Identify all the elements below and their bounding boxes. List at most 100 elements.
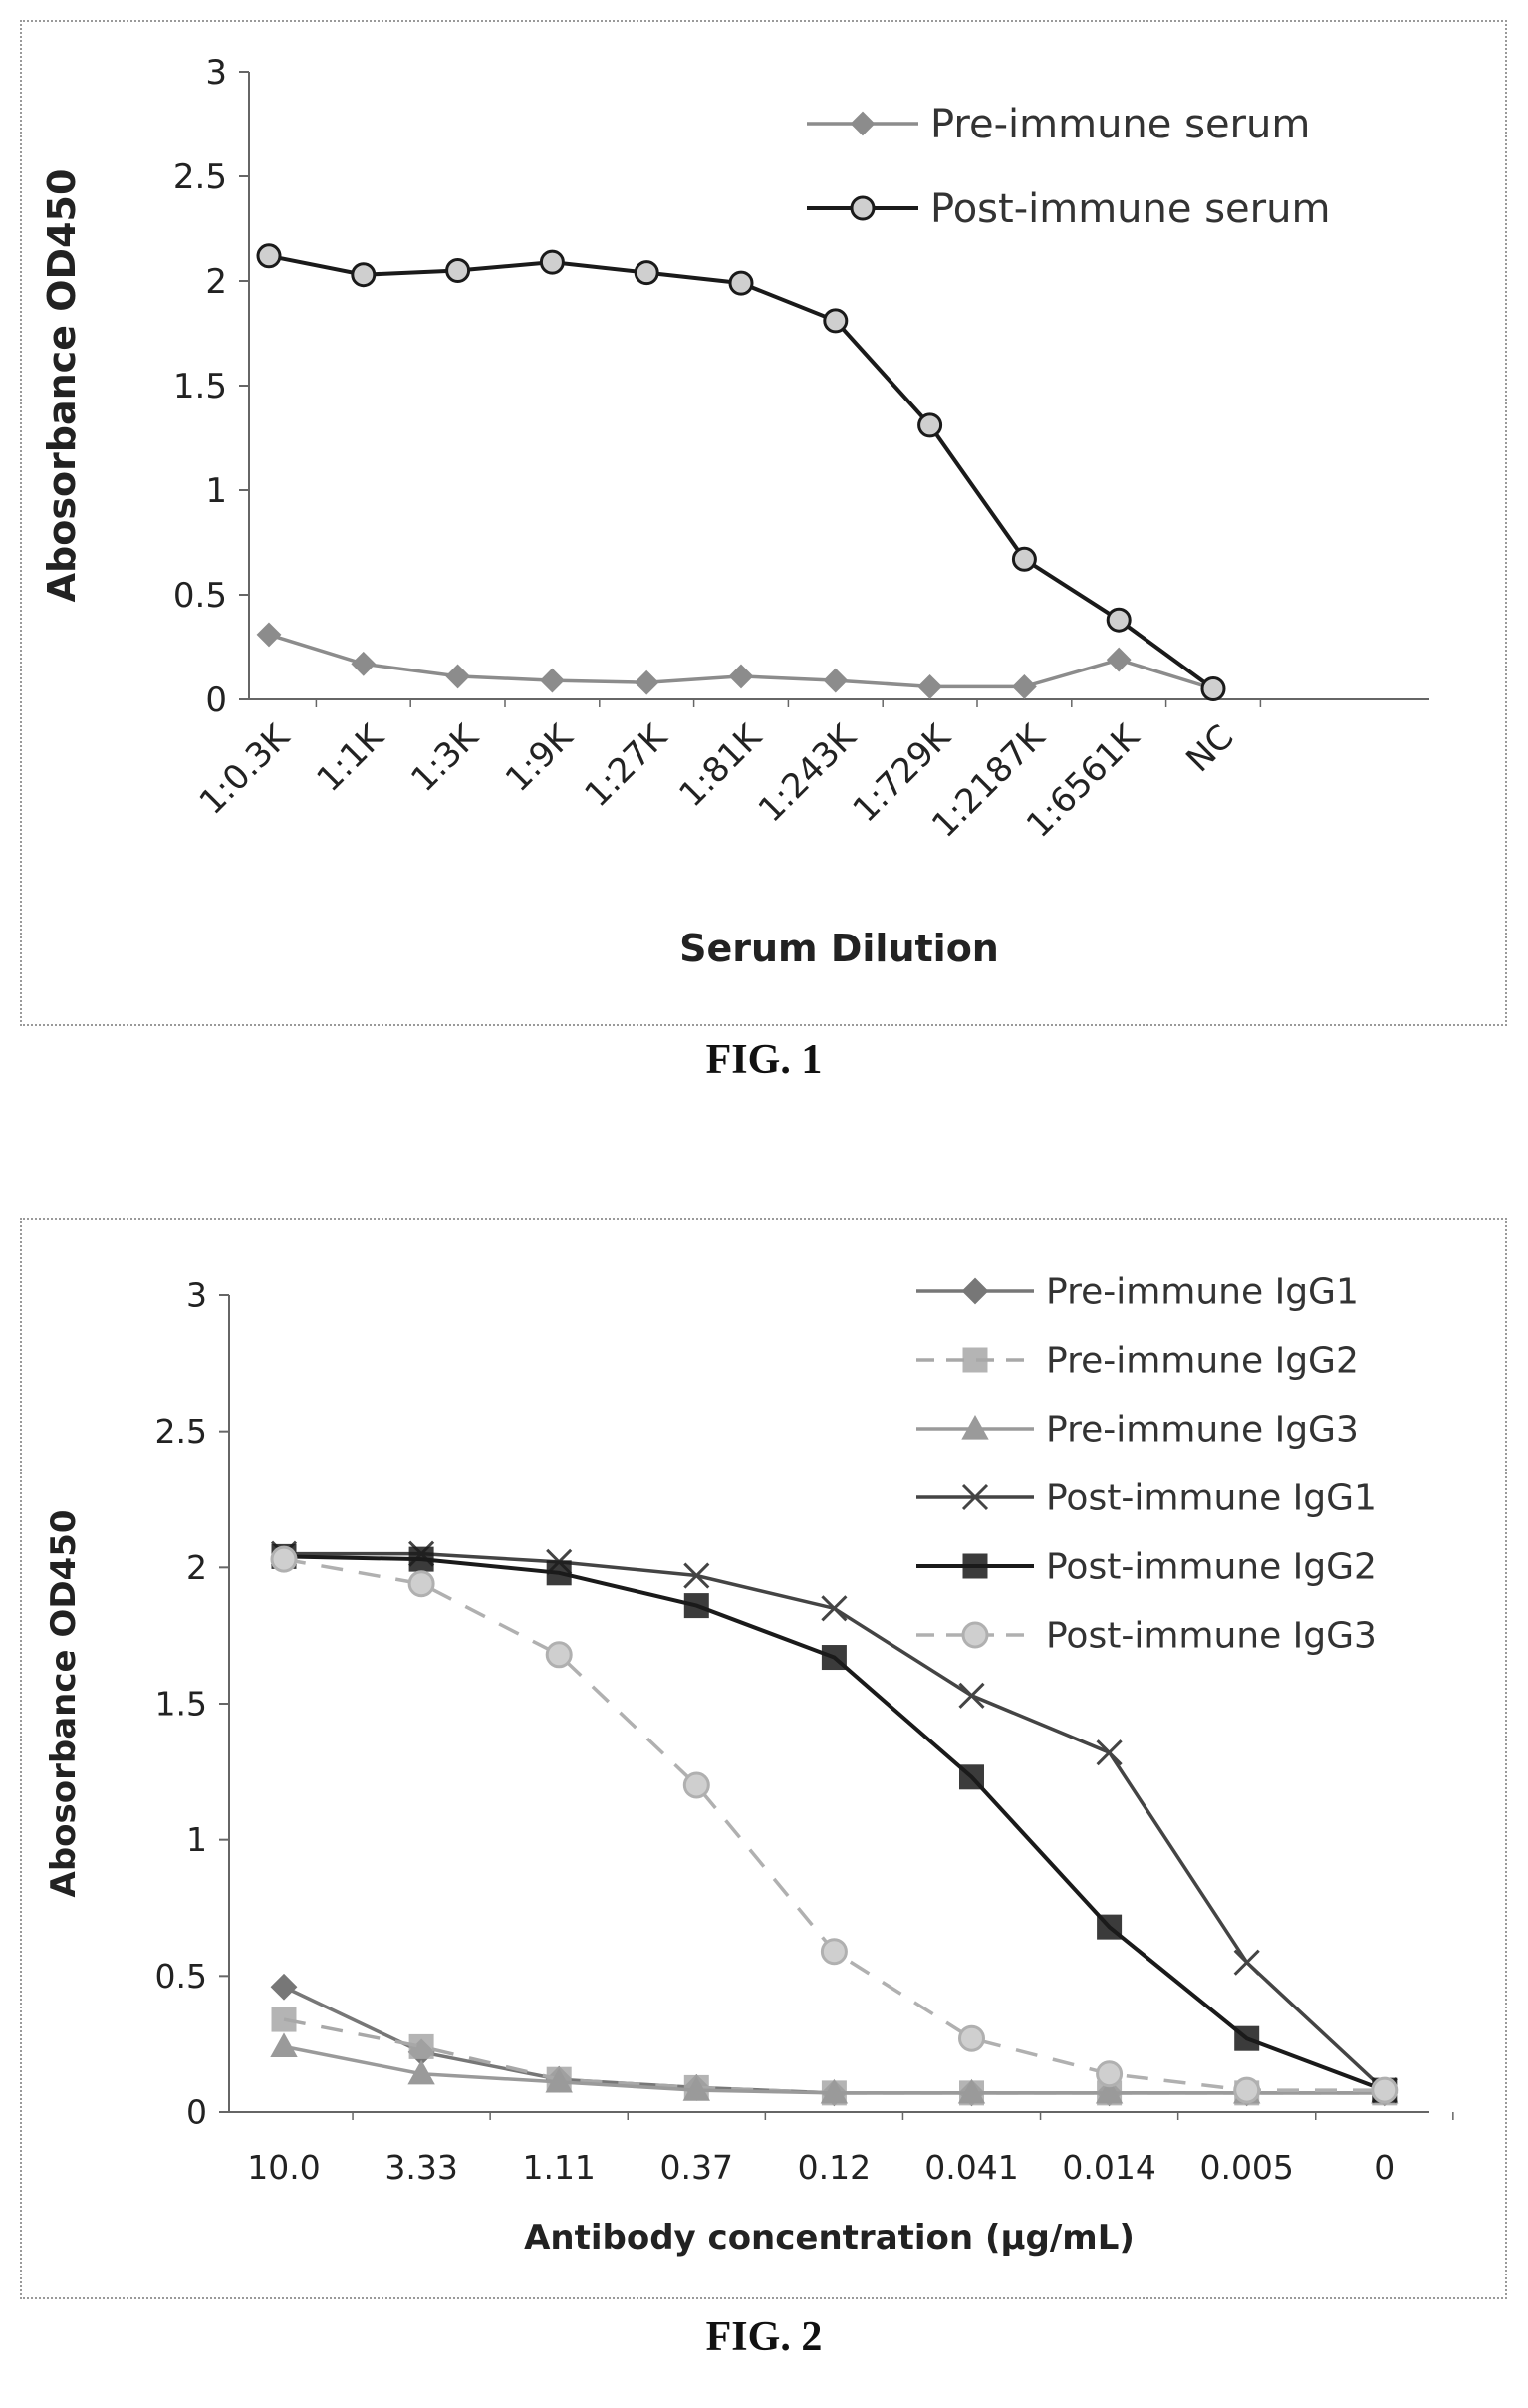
data-point xyxy=(957,2078,986,2104)
data-point xyxy=(682,2076,710,2101)
data-point xyxy=(407,2059,435,2085)
y-tick-label: 0 xyxy=(205,680,227,720)
x-tick-label: 3.33 xyxy=(384,2148,457,2187)
data-point xyxy=(634,260,659,286)
data-point xyxy=(445,258,471,283)
y-tick-label: 1.5 xyxy=(155,1685,207,1724)
legend-label: Post-immune IgG1 xyxy=(1046,1478,1377,1519)
legend: Pre-immune serum Post-immune serum xyxy=(807,102,1330,232)
x-tick-label: 10.0 xyxy=(247,2148,320,2187)
legend-marker xyxy=(961,1414,989,1440)
data-point xyxy=(256,243,282,269)
y-tick-label: 0 xyxy=(186,2093,207,2132)
data-point xyxy=(1011,546,1037,572)
data-point xyxy=(545,2067,573,2093)
legend-label: Pre-immune serum xyxy=(930,102,1310,147)
legend-label: Post-immune IgG2 xyxy=(1046,1547,1377,1588)
y-tick-label: 2 xyxy=(186,1548,207,1587)
data-point xyxy=(270,1973,298,2001)
data-point xyxy=(820,1938,848,1966)
x-tick-label: 1:243K xyxy=(751,716,866,831)
data-point xyxy=(1233,2076,1261,2104)
y-tick-label: 2.5 xyxy=(155,1412,207,1451)
legend-label: Post-immune IgG3 xyxy=(1046,1616,1377,1657)
data-point xyxy=(683,1593,709,1619)
figure-1-panel xyxy=(20,20,1507,1026)
data-point xyxy=(408,1546,434,1572)
legend-marker xyxy=(961,1621,989,1649)
x-axis-title: Serum Dilution xyxy=(679,927,999,970)
y-tick-label: 0.5 xyxy=(155,1957,207,1996)
y-tick-label: 1 xyxy=(186,1820,207,1859)
data-point xyxy=(728,270,754,296)
data-point xyxy=(820,2078,849,2104)
legend: Pre-immune IgG1 Pre-immune IgG2 Pre-immune… xyxy=(916,1272,1377,1657)
x-axis-title: Antibody concentration (µg/mL) xyxy=(524,2218,1135,2258)
legend-marker xyxy=(962,1347,988,1373)
data-point xyxy=(1106,607,1132,633)
data-point xyxy=(407,1570,435,1598)
data-point xyxy=(821,1595,848,1622)
x-tick-label: NC xyxy=(1178,717,1241,780)
chart-1: 00.511.522.531:0.3K 1:1K 1:3K 1:9K1:27K1:81… xyxy=(40,53,1429,970)
data-point xyxy=(1106,647,1132,672)
x-tick-label: 1:0.3K xyxy=(192,716,299,823)
legend-label: Pre-immune IgG3 xyxy=(1046,1410,1359,1451)
x-tick-label: 1:9K xyxy=(498,716,582,800)
legend-marker xyxy=(850,111,876,136)
legend-marker xyxy=(962,1553,988,1579)
y-tick-label: 1.5 xyxy=(173,367,227,406)
data-point xyxy=(917,412,943,438)
y-tick-label: 2 xyxy=(205,262,227,302)
data-point xyxy=(539,249,565,275)
y-tick-label: 3 xyxy=(205,53,227,93)
data-point xyxy=(823,308,849,334)
data-point xyxy=(270,2032,298,2057)
y-tick-label: 3 xyxy=(186,1276,207,1315)
legend-label: Post-immune serum xyxy=(930,186,1330,232)
data-point xyxy=(545,1641,573,1669)
data-point xyxy=(1233,1949,1260,1976)
legend-marker xyxy=(961,1483,989,1511)
data-point xyxy=(959,1764,984,1790)
legend-marker xyxy=(961,1277,989,1305)
x-tick-label: 1:3K xyxy=(403,716,487,800)
data-point xyxy=(351,651,377,676)
data-point xyxy=(546,1560,572,1586)
data-point xyxy=(682,1771,710,1799)
data-point xyxy=(683,1562,710,1589)
data-point xyxy=(1096,2060,1124,2088)
x-tick-label: 1:1K xyxy=(309,716,392,800)
chart-2: 0 0.5 1 1.5 2 2.5 3 10.0 3.33 1.11 0.37 0.12 0.041 0.… xyxy=(44,1272,1454,2258)
y-tick-label: 2.5 xyxy=(173,157,227,197)
data-point xyxy=(408,2033,434,2059)
x-tick-label: 0.12 xyxy=(798,2148,871,2187)
series-post-immune-serum xyxy=(256,243,1226,701)
y-axis-title: Abosorbance OD450 xyxy=(40,169,84,603)
data-point xyxy=(958,1682,985,1709)
y-axis-title: Abosorbance OD450 xyxy=(44,1509,84,1897)
data-point xyxy=(445,664,471,689)
x-tick-label: 0 xyxy=(1374,2148,1395,2187)
data-point xyxy=(1234,2025,1260,2051)
data-point xyxy=(351,262,377,288)
figure-2-panel xyxy=(20,1218,1507,2299)
series-pre-immune-igg3 xyxy=(270,2032,1399,2104)
legend-label: Pre-immune IgG1 xyxy=(1046,1272,1359,1313)
data-point xyxy=(634,669,659,695)
data-point xyxy=(917,673,943,699)
data-point xyxy=(539,668,565,693)
figure-2-caption: FIG. 2 xyxy=(705,2314,823,2360)
series-post-immune-igg3 xyxy=(270,1545,1399,2104)
x-tick-label: 0.041 xyxy=(924,2148,1018,2187)
data-point xyxy=(823,668,849,693)
data-point xyxy=(821,1645,847,1671)
series-line xyxy=(268,253,1215,691)
data-point xyxy=(1096,1739,1123,1766)
data-point xyxy=(1097,1914,1123,1940)
series-pre-immune-serum xyxy=(256,622,1226,701)
legend-label: Pre-immune IgG2 xyxy=(1046,1341,1359,1382)
data-point xyxy=(958,2024,985,2052)
data-point xyxy=(1095,2078,1124,2104)
